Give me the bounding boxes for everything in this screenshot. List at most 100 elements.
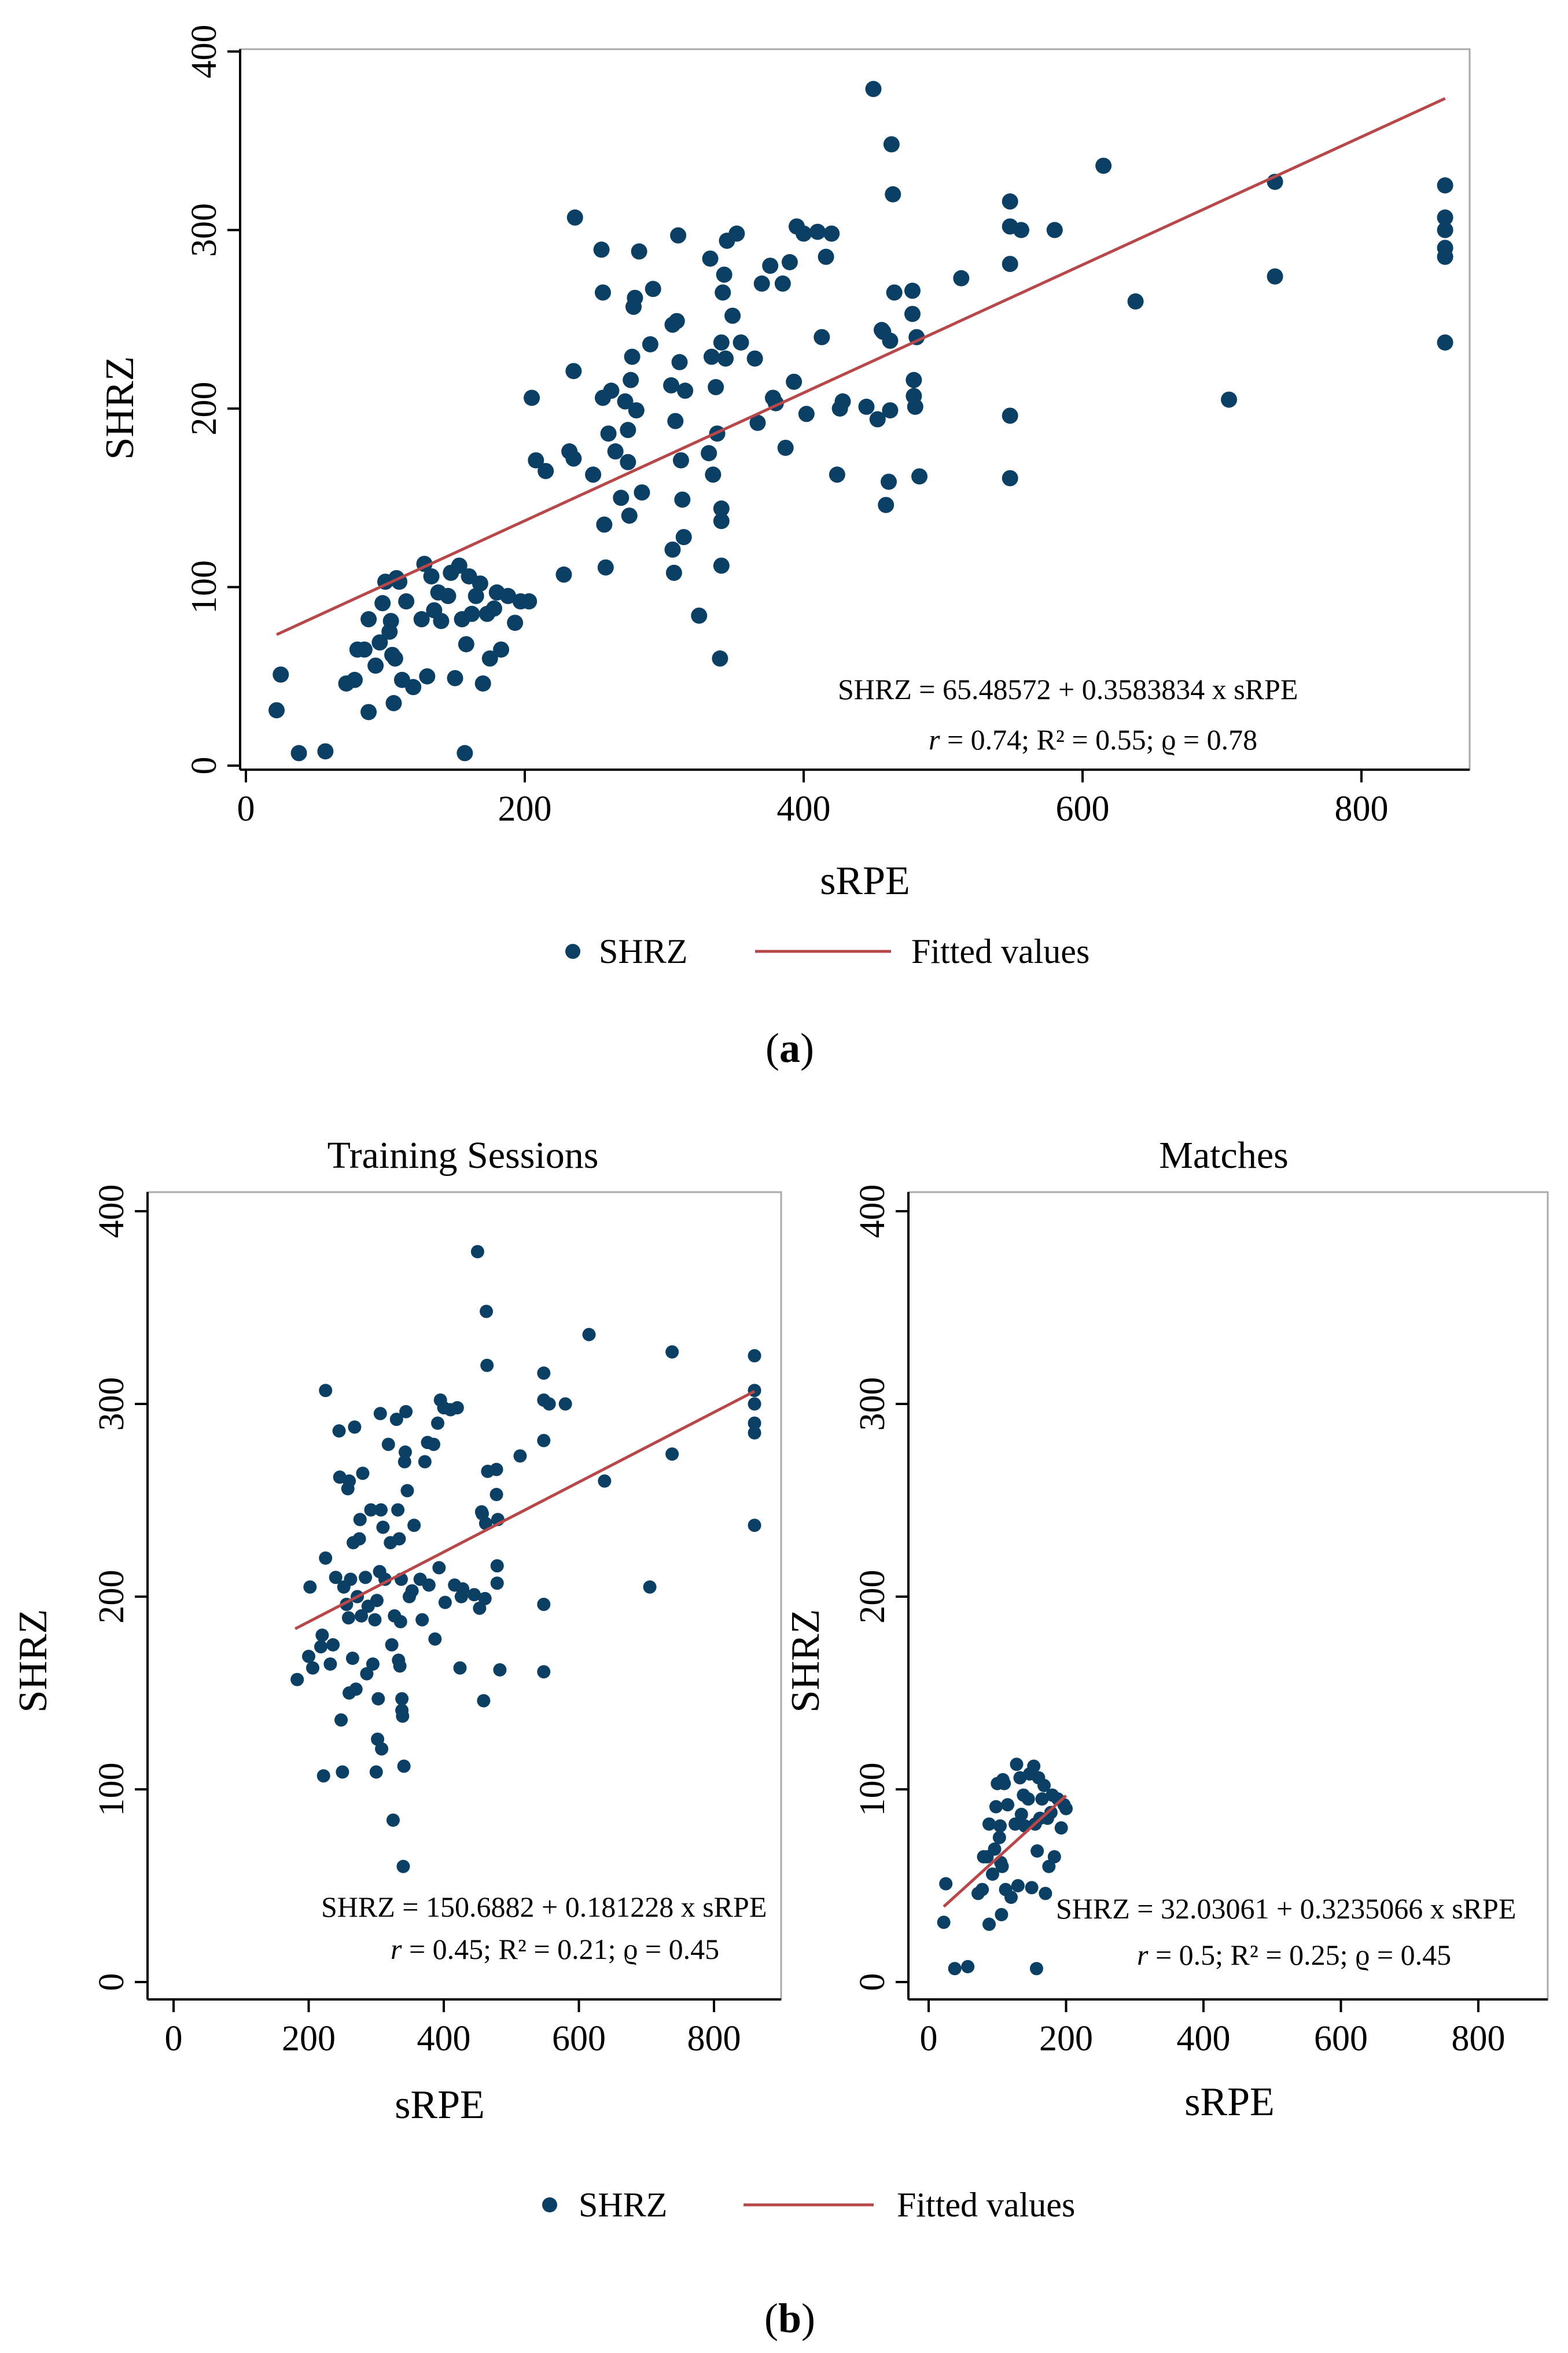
scatter-point: [477, 1694, 491, 1708]
scatter-point: [343, 1474, 356, 1488]
scatter-point: [1002, 407, 1018, 424]
x-tick-label: 0: [237, 789, 255, 829]
scatter-point: [1014, 1807, 1028, 1821]
panel-b-matches-x-axis-title: sRPE: [1184, 2080, 1275, 2124]
scatter-point: [1437, 222, 1453, 238]
scatter-point: [493, 1663, 507, 1677]
panel-b-matches-fit-line: [943, 1795, 1068, 1908]
scatter-point: [480, 1358, 494, 1372]
scatter-point: [798, 406, 815, 422]
scatter-point: [332, 1424, 346, 1438]
scatter-point: [1002, 193, 1018, 210]
scatter-point: [748, 1426, 761, 1440]
x-tick-label: 400: [417, 2019, 471, 2058]
scatter-point: [624, 348, 641, 365]
scatter-point: [708, 378, 724, 395]
scatter-point: [329, 1571, 343, 1584]
scatter-point: [538, 462, 554, 479]
scatter-point: [360, 704, 377, 720]
scatter-point: [645, 281, 661, 297]
scatter-point: [607, 443, 624, 460]
scatter-point: [691, 607, 708, 624]
scatter-point: [336, 1765, 349, 1779]
scatter-point: [315, 1628, 329, 1642]
panel-a-equation: SHRZ = 65.48572 + 0.3583834 x sRPE: [838, 673, 1298, 705]
scatter-point: [303, 1580, 317, 1594]
scatter-point: [344, 1572, 358, 1586]
scatter-point: [858, 398, 875, 415]
scatter-point: [665, 1345, 679, 1359]
scatter-point: [1042, 1859, 1056, 1873]
scatter-point: [829, 466, 845, 483]
scatter-point: [537, 1366, 551, 1380]
panel-b-training-stats-rest: = 0.45; R² = 0.21; ϱ = 0.45: [402, 1933, 719, 1965]
scatter-point: [665, 564, 682, 581]
scatter-point: [364, 1503, 378, 1517]
scatter-point: [712, 650, 728, 667]
scatter-point: [777, 439, 794, 456]
scatter-point: [393, 1659, 407, 1673]
panel-a-tick-labels: 0 200 400 600 800 0 100 200 300 400: [185, 25, 1389, 829]
scatter-point: [911, 468, 928, 485]
scatter-point: [882, 332, 899, 349]
scatter-point: [375, 1742, 389, 1756]
scatter-point: [1437, 334, 1453, 351]
scatter-point: [345, 1652, 359, 1666]
scatter-point: [450, 1401, 464, 1415]
scatter-point: [814, 329, 830, 345]
panel-a-fit-line: [275, 97, 1446, 636]
panel-b-matches-points: [937, 1758, 1073, 1976]
scatter-point: [628, 402, 645, 419]
scatter-point: [392, 1532, 406, 1546]
scatter-point: [395, 1692, 409, 1705]
scatter-point: [907, 398, 923, 415]
scatter-point: [457, 745, 473, 762]
scatter-point: [985, 1867, 999, 1881]
scatter-point: [565, 450, 582, 467]
scatter-point: [555, 566, 572, 583]
scatter-point: [513, 1449, 527, 1463]
scatter-point: [961, 1959, 975, 1973]
legend-b-fit-label: Fitted values: [897, 2186, 1075, 2224]
fitted-line: [943, 1795, 1068, 1908]
scatter-point: [908, 329, 925, 345]
scatter-point: [865, 80, 882, 97]
scatter-point: [762, 258, 779, 274]
scatter-point: [468, 587, 484, 604]
scatter-point: [478, 1591, 492, 1605]
scatter-point: [485, 600, 502, 617]
y-tick-label: 200: [853, 1570, 892, 1624]
scatter-point: [393, 1615, 407, 1628]
scatter-point: [674, 491, 691, 508]
scatter-point: [352, 1532, 366, 1546]
scatter-point: [713, 557, 730, 574]
scatter-point: [982, 1817, 996, 1831]
panel-b-matches-stats-r: r: [1137, 1939, 1149, 1971]
scatter-point: [634, 484, 650, 501]
scatter-point: [356, 641, 373, 658]
scatter-point: [1035, 1792, 1049, 1806]
scatter-point: [521, 593, 538, 610]
panel-b-matches-axes: [896, 1192, 1548, 2012]
fitted-line: [295, 1389, 756, 1630]
panel-b-matches-stats: r = 0.5; R² = 0.25; ϱ = 0.45: [1137, 1939, 1451, 1971]
scatter-point: [355, 1609, 369, 1623]
scatter-point: [565, 363, 582, 380]
scatter-point: [346, 671, 363, 688]
scatter-point: [474, 675, 491, 692]
scatter-point: [489, 1462, 503, 1476]
scatter-point: [665, 1447, 679, 1461]
scatter-point: [1054, 1821, 1068, 1835]
scatter-point: [878, 497, 895, 513]
scatter-point: [882, 402, 899, 419]
legend-b-series-label: SHRZ: [579, 2186, 667, 2224]
scatter-point: [493, 641, 510, 658]
scatter-point: [423, 568, 440, 584]
scatter-point: [507, 615, 524, 631]
scatter-point: [906, 372, 922, 388]
panel-b-training-fit-line: [295, 1389, 756, 1630]
scatter-point: [675, 529, 692, 546]
scatter-point: [316, 1769, 330, 1783]
scatter-point: [1221, 391, 1238, 408]
